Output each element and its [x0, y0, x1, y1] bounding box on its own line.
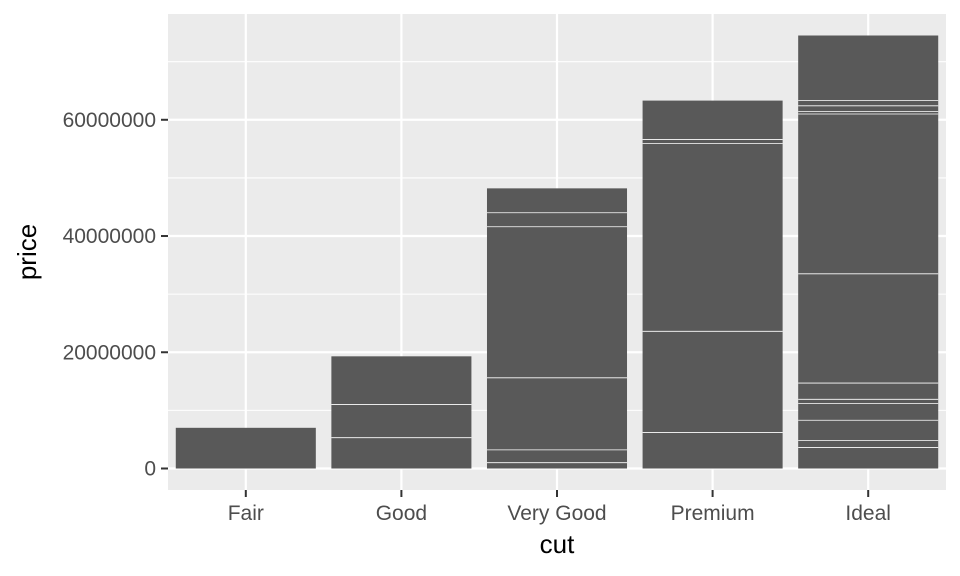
x-tick-label: Ideal — [845, 502, 891, 525]
bar — [486, 188, 628, 469]
bar — [642, 100, 783, 469]
y-axis-title: price — [12, 224, 42, 280]
x-tick-label: Premium — [671, 502, 755, 525]
bar-group-very-good — [486, 188, 628, 469]
x-tick-label: Good — [376, 502, 427, 525]
bar-group-fair — [175, 427, 316, 469]
x-axis: Fair Good Very Good Premium Ideal — [228, 490, 891, 525]
x-axis-title: cut — [540, 529, 575, 559]
bar — [175, 427, 316, 469]
y-tick-label: 0 — [144, 457, 156, 480]
bar — [331, 356, 472, 469]
y-tick-label: 40000000 — [63, 225, 156, 248]
bar — [798, 35, 939, 469]
y-axis: 0 20000000 40000000 60000000 — [63, 109, 168, 480]
y-tick-label: 20000000 — [63, 341, 156, 364]
bars — [175, 35, 939, 469]
bar-group-ideal — [798, 35, 939, 469]
bar-group-premium — [642, 100, 783, 469]
x-tick-label: Very Good — [507, 502, 606, 525]
bar-group-good — [331, 356, 472, 469]
y-tick-label: 60000000 — [63, 109, 156, 132]
x-tick-label: Fair — [228, 502, 264, 525]
